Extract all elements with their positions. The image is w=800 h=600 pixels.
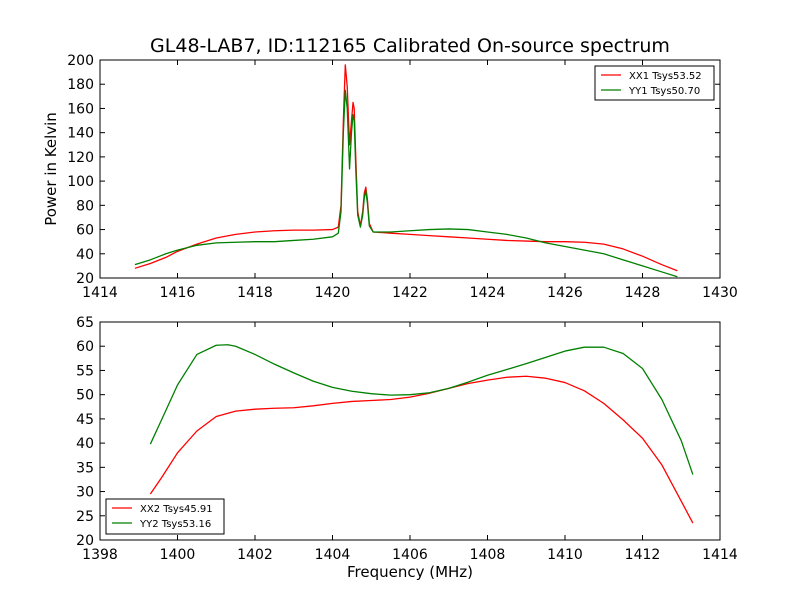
- x-tick-label: 1410: [547, 547, 583, 563]
- series-line-1: [149, 375, 694, 524]
- y-tick-label: 80: [76, 198, 94, 214]
- x-tick-label: 1412: [625, 547, 661, 563]
- legend: XX2 Tsys45.91 YY2 Tsys53.16: [105, 498, 225, 535]
- y-tick-label: 60: [76, 339, 94, 355]
- y-axis-label: Power in Kelvin: [42, 112, 60, 226]
- legend-box: [594, 65, 715, 101]
- y-tick-label: 60: [76, 223, 94, 239]
- y-tick-label: 65: [76, 315, 94, 331]
- y-tick-label: 50: [76, 388, 94, 404]
- y-tick-label: 45: [76, 412, 94, 428]
- x-tick-label: 1404: [315, 547, 351, 563]
- x-tick-label: 1414: [82, 285, 118, 301]
- y-tick-label: 25: [76, 509, 94, 525]
- legend-entry: XX2 Tsys45.91: [140, 504, 213, 515]
- y-tick-label: 35: [76, 460, 94, 476]
- y-tick-label: 140: [67, 126, 94, 142]
- x-tick-label: 1402: [237, 547, 273, 563]
- x-tick-label: 1428: [625, 285, 661, 301]
- x-tick-label: 1406: [392, 547, 428, 563]
- y-tick-label: 160: [67, 101, 94, 117]
- x-tick-label: 1430: [702, 285, 738, 301]
- legend-box: [105, 498, 225, 535]
- y-tick-label: 30: [76, 485, 94, 501]
- x-tick-label: 1400: [160, 547, 196, 563]
- x-tick-label: 1420: [315, 285, 351, 301]
- y-tick-label: 20: [76, 271, 94, 287]
- y-tick-label: 100: [67, 174, 94, 190]
- x-tick-label: 1424: [470, 285, 506, 301]
- y-tick-label: 40: [76, 247, 94, 263]
- x-tick-label: 1422: [392, 285, 428, 301]
- series-line-2: [134, 89, 678, 278]
- y-tick-label: 200: [67, 53, 94, 69]
- legend-entry: XX1 Tsys53.52: [629, 71, 702, 82]
- x-tick-label: 1418: [237, 285, 273, 301]
- y-tick-label: 55: [76, 363, 94, 379]
- y-tick-label: 20: [76, 533, 94, 549]
- legend-entry: YY2 Tsys53.16: [139, 519, 211, 530]
- y-tick-label: 180: [67, 77, 94, 93]
- x-axis-label: Frequency (MHz): [347, 563, 473, 581]
- series-line-2: [149, 344, 694, 475]
- top-axes: 1414 1416 1418 1420 1422 1424 1426 1428 1430 20 40…: [42, 53, 738, 301]
- x-tick-label: 1416: [160, 285, 196, 301]
- x-tick-label: 1408: [470, 547, 506, 563]
- y-tick-label: 120: [67, 150, 94, 166]
- x-tick-label: 1414: [702, 547, 738, 563]
- y-tick-label: 40: [76, 436, 94, 452]
- legend: XX1 Tsys53.52 YY1 Tsys50.70: [594, 65, 715, 101]
- chart-title: GL48-LAB7, ID:112165 Calibrated On-sourc…: [150, 35, 670, 57]
- x-tick-label: 1398: [82, 547, 118, 563]
- legend-entry: YY1 Tsys50.70: [628, 86, 700, 97]
- x-tick-label: 1426: [547, 285, 583, 301]
- bottom-axes: 1398 1400 1402 1404 1406 1408 1410 1412 1414 20 25…: [76, 315, 738, 563]
